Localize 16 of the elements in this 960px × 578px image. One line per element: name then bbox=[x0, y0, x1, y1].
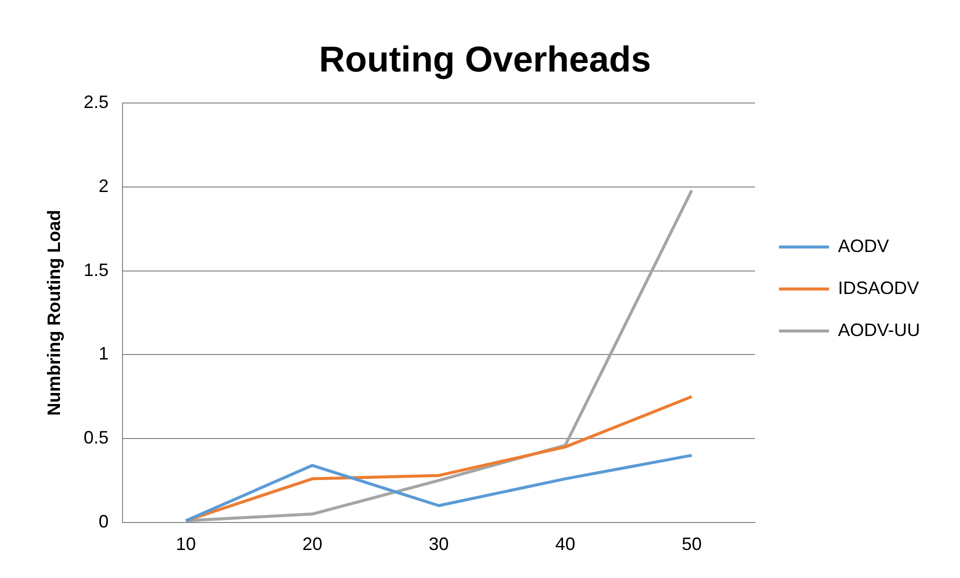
y-tick-label: 0.5 bbox=[84, 428, 109, 448]
legend-label: IDSAODV bbox=[838, 278, 920, 298]
x-tick-label: 50 bbox=[682, 534, 702, 554]
y-axis-title: Numbring Routing Load bbox=[44, 210, 64, 416]
y-tick-label: 1 bbox=[98, 344, 109, 364]
y-tick-label: 2.5 bbox=[84, 92, 109, 112]
legend-label: AODV-UU bbox=[838, 320, 920, 340]
x-tick-label: 10 bbox=[176, 534, 196, 554]
x-tick-label: 20 bbox=[302, 534, 322, 554]
y-tick-label: 1.5 bbox=[84, 260, 109, 280]
legend-label: AODV bbox=[838, 236, 890, 256]
y-tick-label: 0 bbox=[98, 511, 109, 532]
y-tick-label: 2 bbox=[98, 176, 109, 196]
x-tick-label: 40 bbox=[555, 534, 576, 554]
x-tick-label: 30 bbox=[428, 534, 449, 554]
chart-title: Routing Overheads bbox=[318, 38, 652, 80]
